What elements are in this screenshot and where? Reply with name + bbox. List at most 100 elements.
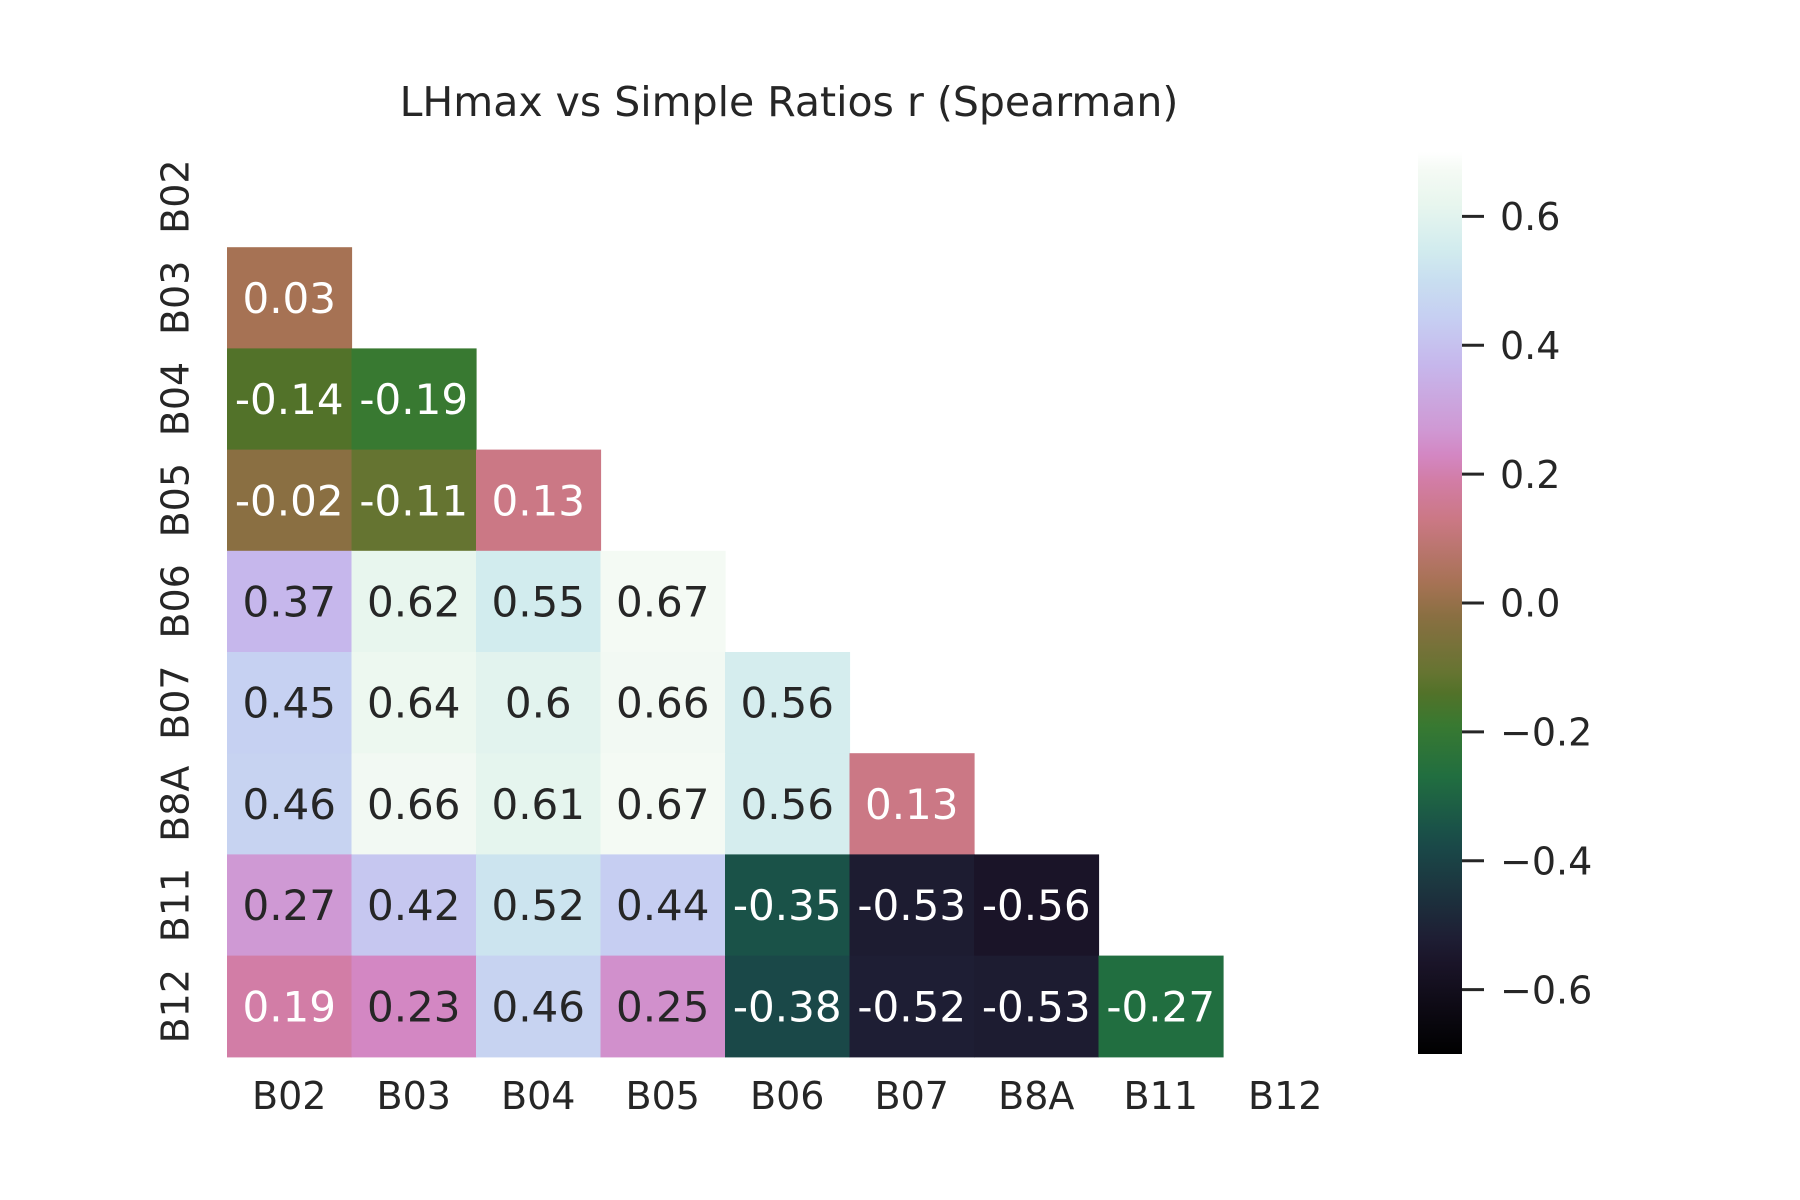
x-tick-label-B06: B06	[750, 1074, 824, 1118]
heatmap-cell-B8A-B07	[849, 753, 975, 855]
heatmap-cell-B12-B11	[1098, 955, 1224, 1058]
cell-value-label-B12-B05: 0.25	[616, 982, 710, 1031]
heatmap-cell-B8A-B06	[725, 753, 851, 855]
cell-value-label-B12-B03: 0.23	[367, 982, 461, 1031]
y-tick-label-B03: B03	[154, 261, 198, 335]
colorbar-tick-label-2: 0.2	[1500, 453, 1560, 497]
colorbar-tick-label-0: 0.6	[1500, 195, 1560, 239]
heatmap-cell-B11-B05	[600, 854, 726, 957]
heatmap-cell-B05-B02	[227, 449, 353, 552]
x-tick-label-B11: B11	[1124, 1074, 1198, 1118]
y-tick-label-B06: B06	[154, 564, 198, 638]
heatmap-cell-B12-B07	[849, 955, 975, 1058]
cell-value-label-B06-B05: 0.67	[616, 578, 710, 627]
colorbar	[1418, 152, 1462, 1054]
x-tick-label-B03: B03	[377, 1074, 451, 1118]
heatmap-cell-B04-B03	[351, 348, 477, 451]
cell-value-label-B07-B04: 0.6	[505, 679, 572, 728]
cell-value-label-B07-B02: 0.45	[242, 679, 336, 728]
cell-value-label-B11-B02: 0.27	[242, 881, 336, 930]
colorbar-tick-label-4: −0.2	[1500, 711, 1592, 755]
y-tick-label-B8A: B8A	[154, 766, 198, 842]
colorbar-tick-label-5: −0.4	[1500, 839, 1592, 883]
y-tick-label-B04: B04	[154, 362, 198, 436]
cell-value-label-B11-B8A: -0.56	[982, 881, 1091, 930]
heatmap-cell-B06-B02	[227, 550, 353, 653]
cell-value-label-B12-B07: -0.52	[857, 982, 966, 1031]
heatmap-cell-B12-B03	[351, 955, 477, 1058]
heatmap-cell-B11-B07	[849, 854, 975, 957]
cell-value-label-B12-B8A: -0.53	[982, 982, 1091, 1031]
heatmap-cell-B06-B04	[476, 550, 602, 653]
y-tick-label-B05: B05	[154, 463, 198, 537]
chart-title: LHmax vs Simple Ratios r (Spearman)	[400, 78, 1179, 126]
heatmap-cell-B11-B06	[725, 854, 851, 957]
heatmap-cell-B11-B04	[476, 854, 602, 957]
heatmap-cell-B11-B8A	[974, 854, 1100, 957]
heatmap-cell-B07-B02	[227, 652, 353, 754]
heatmap-cell-B07-B05	[600, 652, 726, 754]
y-tick-label-B07: B07	[154, 665, 198, 739]
cell-value-label-B11-B07: -0.53	[857, 881, 966, 930]
colorbar-tick-label-6: −0.6	[1500, 968, 1592, 1012]
colorbar-tick-label-1: 0.4	[1500, 324, 1560, 368]
x-tick-label-B02: B02	[252, 1074, 326, 1118]
heatmap-cell-B8A-B02	[227, 753, 353, 855]
cell-value-label-B11-B04: 0.52	[491, 881, 585, 930]
cell-value-label-B8A-B06: 0.56	[740, 780, 834, 829]
heatmap-cell-B05-B04	[476, 449, 602, 552]
cell-value-label-B12-B11: -0.27	[1106, 982, 1215, 1031]
cell-value-label-B11-B03: 0.42	[367, 881, 461, 930]
heatmap-cell-B12-B02	[227, 955, 353, 1058]
x-tick-label-B05: B05	[626, 1074, 700, 1118]
cell-value-label-B03-B02: 0.03	[242, 274, 336, 323]
cell-value-label-B12-B02: 0.19	[242, 982, 336, 1031]
cell-value-label-B12-B04: 0.46	[491, 982, 585, 1031]
x-tick-label-B07: B07	[875, 1074, 949, 1118]
cell-value-label-B04-B03: -0.19	[359, 375, 468, 424]
heatmap-cell-B8A-B05	[600, 753, 726, 855]
heatmap-cell-labels: 0.03 -0.14 -0.19 -0.02 -0.11 0.13 0.37 0.62 0.55…	[235, 274, 1215, 1031]
cell-value-label-B8A-B03: 0.66	[367, 780, 461, 829]
heatmap-cell-B11-B02	[227, 854, 353, 957]
x-tick-label-B04: B04	[501, 1074, 575, 1118]
x-axis-tick-labels: B02 B03 B04 B05 B06 B07 B8A B11 B12	[252, 1074, 1322, 1118]
heatmap-cell-B07-B04	[476, 652, 602, 754]
heatmap-cell-B06-B05	[600, 550, 726, 653]
heatmap-cell-B04-B02	[227, 348, 353, 451]
cell-value-label-B05-B03: -0.11	[359, 476, 468, 525]
heatmap-cell-B06-B03	[351, 550, 477, 653]
cell-value-label-B12-B06: -0.38	[733, 982, 842, 1031]
cell-value-label-B06-B03: 0.62	[367, 578, 461, 627]
cell-value-label-B8A-B02: 0.46	[242, 780, 336, 829]
y-tick-label-B02: B02	[154, 159, 198, 233]
x-tick-label-B8A: B8A	[998, 1074, 1074, 1118]
heatmap-cell-B12-B8A	[974, 955, 1100, 1058]
cell-value-label-B07-B03: 0.64	[367, 679, 461, 728]
y-axis-tick-labels: B02 B03 B04 B05 B06 B07 B8A B11 B12	[154, 159, 198, 1043]
colorbar-tick-label-3: 0.0	[1500, 582, 1560, 626]
cell-value-label-B8A-B04: 0.61	[491, 780, 585, 829]
heatmap-cell-B07-B06	[725, 652, 851, 754]
cell-value-label-B05-B02: -0.02	[235, 476, 344, 525]
cell-value-label-B06-B02: 0.37	[242, 578, 336, 627]
heatmap-cell-B8A-B03	[351, 753, 477, 855]
heatmap-cell-B12-B05	[600, 955, 726, 1058]
heatmap-cell-B05-B03	[351, 449, 477, 552]
y-tick-label-B11: B11	[154, 868, 198, 942]
heatmap-cell-B8A-B04	[476, 753, 602, 855]
cell-value-label-B11-B05: 0.44	[616, 881, 710, 930]
heatmap-cell-B12-B06	[725, 955, 851, 1058]
heatmap-cell-B11-B03	[351, 854, 477, 957]
heatmap-cells	[227, 247, 1224, 1058]
colorbar-ticks: 0.6 0.4 0.2 0.0 −0.2 −0.4 −0.6	[1462, 195, 1592, 1012]
y-tick-label-B12: B12	[154, 969, 198, 1043]
heatmap-cell-B07-B03	[351, 652, 477, 754]
heatmap-cell-B03-B02	[227, 247, 353, 349]
cell-value-label-B07-B06: 0.56	[740, 679, 834, 728]
cell-value-label-B06-B04: 0.55	[491, 578, 585, 627]
x-tick-label-B12: B12	[1248, 1074, 1322, 1118]
cell-value-label-B05-B04: 0.13	[491, 476, 585, 525]
cell-value-label-B8A-B05: 0.67	[616, 780, 710, 829]
